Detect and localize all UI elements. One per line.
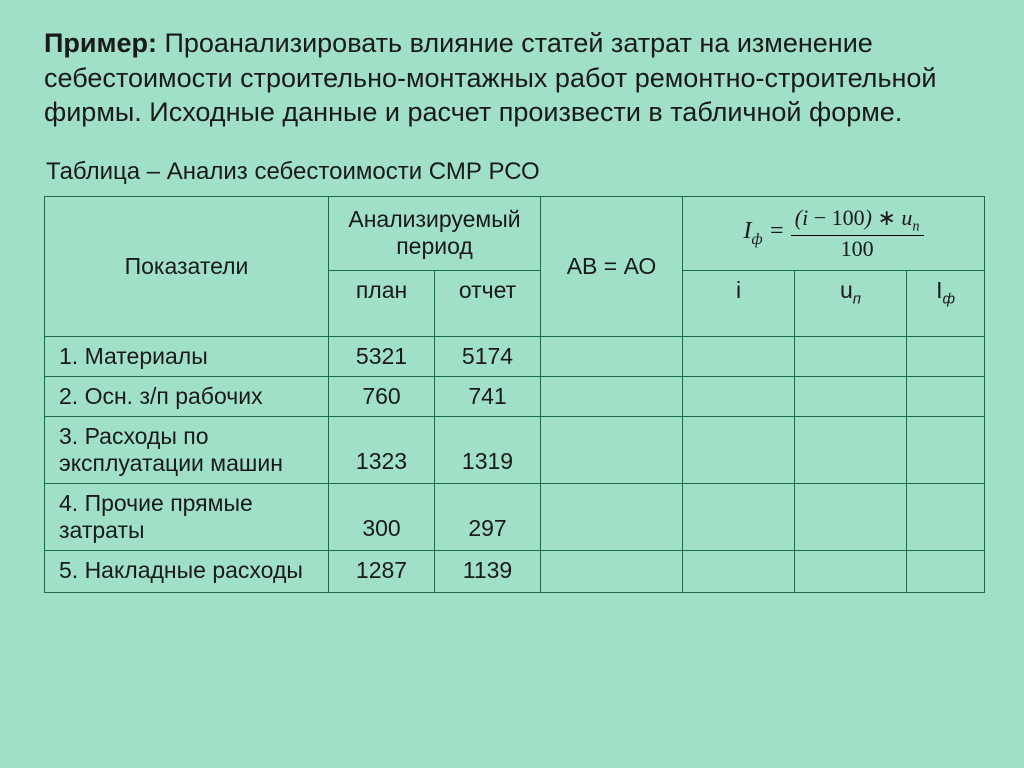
empty-cell <box>541 336 683 376</box>
formula-lpar: ( <box>795 205 802 230</box>
empty-cell <box>795 416 907 483</box>
cell-report: 5174 <box>435 336 541 376</box>
row-label: 3. Расходы по эксплуатации машин <box>45 416 329 483</box>
empty-cell <box>907 336 985 376</box>
table-row: 4. Прочие прямые затраты300297 <box>45 483 985 550</box>
col-un: uп <box>795 271 907 337</box>
formula-den: 100 <box>791 235 924 262</box>
col-abao: АВ = АО <box>541 196 683 336</box>
empty-cell <box>683 550 795 592</box>
empty-cell <box>541 483 683 550</box>
formula-I-sub: ф <box>751 231 762 248</box>
table-caption: Таблица – Анализ себестоимости СМР РСО <box>44 158 980 186</box>
formula-u: u <box>901 205 912 230</box>
col-plan: план <box>329 271 435 337</box>
cell-plan: 1287 <box>329 550 435 592</box>
col-if-text: Iф <box>936 277 955 303</box>
row-label: 1. Материалы <box>45 336 329 376</box>
formula-eq: = <box>763 218 791 244</box>
row-label: 2. Осн. з/п рабочих <box>45 376 329 416</box>
empty-cell <box>795 483 907 550</box>
empty-cell <box>683 416 795 483</box>
col-un-text: uп <box>840 277 861 303</box>
formula-rpar: ) <box>865 205 872 230</box>
cell-plan: 300 <box>329 483 435 550</box>
heading-bold: Пример: <box>44 28 157 58</box>
table-row: 2. Осн. з/п рабочих760741 <box>45 376 985 416</box>
row-label: 5. Накладные расходы <box>45 550 329 592</box>
cell-report: 1139 <box>435 550 541 592</box>
empty-cell <box>683 483 795 550</box>
table-row: 1. Материалы53215174 <box>45 336 985 376</box>
empty-cell <box>795 336 907 376</box>
empty-cell <box>795 376 907 416</box>
empty-cell <box>683 376 795 416</box>
empty-cell <box>907 416 985 483</box>
col-indicators: Показатели <box>45 196 329 336</box>
formula-minus100: − 100 <box>808 205 864 230</box>
col-period: Анализируемый период <box>329 196 541 270</box>
slide-heading: Пример: Проанализировать влияние статей … <box>44 26 980 130</box>
empty-cell <box>541 550 683 592</box>
formula-u-sub: n <box>912 218 919 234</box>
col-report: отчет <box>435 271 541 337</box>
cell-plan: 5321 <box>329 336 435 376</box>
empty-cell <box>541 376 683 416</box>
table-row: 5. Накладные расходы12871139 <box>45 550 985 592</box>
empty-cell <box>541 416 683 483</box>
heading-rest: Проанализировать влияние статей затрат н… <box>44 28 937 127</box>
row-label: 4. Прочие прямые затраты <box>45 483 329 550</box>
cell-plan: 1323 <box>329 416 435 483</box>
empty-cell <box>907 376 985 416</box>
cell-report: 1319 <box>435 416 541 483</box>
col-i: i <box>683 271 795 337</box>
cell-report: 297 <box>435 483 541 550</box>
cell-plan: 760 <box>329 376 435 416</box>
formula-star: ∗ <box>872 205 901 230</box>
empty-cell <box>683 336 795 376</box>
col-if: Iф <box>907 271 985 337</box>
empty-cell <box>907 483 985 550</box>
empty-cell <box>907 550 985 592</box>
cell-report: 741 <box>435 376 541 416</box>
table-row: 3. Расходы по эксплуатации машин13231319 <box>45 416 985 483</box>
empty-cell <box>795 550 907 592</box>
col-formula: Iф = (i − 100) ∗ un 100 <box>683 196 985 270</box>
cost-analysis-table: Показатели Анализируемый период АВ = АО … <box>44 196 985 593</box>
